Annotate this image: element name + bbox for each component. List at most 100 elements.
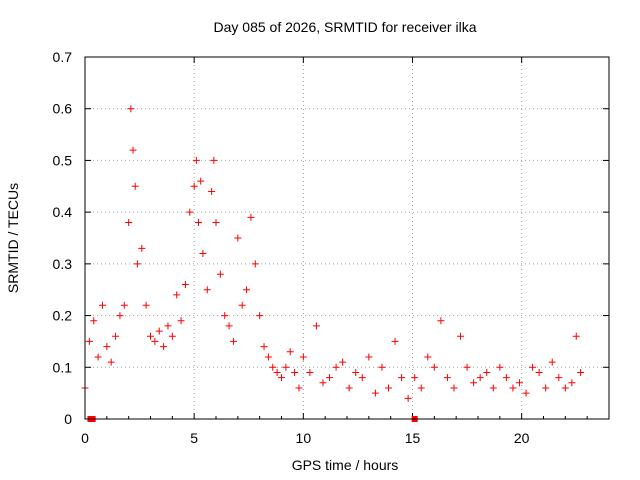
x-tick-label: 5 xyxy=(190,430,198,446)
data-point xyxy=(496,363,504,371)
data-point xyxy=(173,291,181,299)
x-tick-label: 15 xyxy=(405,430,421,446)
data-point xyxy=(384,384,392,392)
data-point xyxy=(120,301,128,309)
data-point xyxy=(476,374,484,382)
data-point xyxy=(295,384,303,392)
data-points xyxy=(81,105,585,422)
data-point xyxy=(548,358,556,366)
y-tick-label: 0.7 xyxy=(53,49,73,65)
data-point xyxy=(210,156,218,164)
y-tick-label: 0 xyxy=(64,411,72,427)
y-tick-label: 0.3 xyxy=(53,256,73,272)
data-point xyxy=(411,374,419,382)
data-point xyxy=(131,182,139,190)
data-point xyxy=(216,270,224,278)
data-point xyxy=(234,234,242,242)
data-point xyxy=(85,337,93,345)
tick-layer: 0 0.1 0.2 0.3 0.4 0.5 0.6 0.7 0 5 10 15 20 xyxy=(53,49,609,446)
data-point xyxy=(371,389,379,397)
y-tick-label: 0.6 xyxy=(53,101,73,117)
data-point xyxy=(278,374,285,382)
data-point xyxy=(195,218,203,226)
data-point xyxy=(463,363,471,371)
data-point xyxy=(212,218,220,226)
data-point xyxy=(229,337,237,345)
data-point xyxy=(489,384,497,392)
data-point xyxy=(264,353,272,361)
data-point xyxy=(138,244,146,252)
grid-layer xyxy=(85,57,609,419)
data-point xyxy=(542,384,550,392)
data-point xyxy=(251,260,259,268)
data-point xyxy=(103,343,111,351)
data-point xyxy=(470,379,478,387)
y-tick-label: 0.4 xyxy=(53,204,73,220)
data-point xyxy=(129,146,137,154)
data-point xyxy=(339,358,347,366)
data-point xyxy=(398,374,406,382)
y-tick-label: 0.2 xyxy=(53,308,73,324)
data-point xyxy=(98,301,106,309)
data-point xyxy=(352,368,360,376)
data-point xyxy=(404,394,412,402)
data-point xyxy=(269,363,277,371)
data-point xyxy=(151,337,159,345)
x-tick-label: 20 xyxy=(514,430,530,446)
data-point xyxy=(417,384,425,392)
data-point xyxy=(577,368,585,376)
data-point xyxy=(112,332,120,340)
y-axis-label: SRMTID / TECUs xyxy=(5,183,21,293)
data-point xyxy=(522,389,530,397)
data-point xyxy=(378,363,386,371)
data-point xyxy=(345,384,353,392)
data-point xyxy=(203,286,211,294)
x-tick-label: 0 xyxy=(81,430,89,446)
data-point xyxy=(177,317,185,325)
plot-frame xyxy=(84,56,610,420)
data-point xyxy=(483,368,491,376)
data-point xyxy=(90,317,98,325)
data-point xyxy=(208,187,216,195)
data-point xyxy=(199,250,207,258)
data-point xyxy=(256,312,264,320)
data-point xyxy=(572,332,580,340)
data-point xyxy=(282,363,290,371)
data-point xyxy=(332,363,340,371)
data-point xyxy=(535,368,543,376)
data-point xyxy=(127,105,135,113)
data-point xyxy=(450,384,458,392)
data-point xyxy=(192,156,200,164)
data-point xyxy=(197,177,205,185)
data-point xyxy=(168,332,176,340)
data-point xyxy=(221,312,229,320)
data-point xyxy=(243,286,251,294)
data-point xyxy=(147,332,154,340)
y-tick-label: 0.1 xyxy=(53,359,73,375)
data-point xyxy=(133,260,141,268)
data-point xyxy=(273,368,281,376)
data-point xyxy=(238,301,246,309)
data-point xyxy=(529,363,537,371)
data-point xyxy=(437,317,445,325)
data-point xyxy=(155,327,163,335)
data-point xyxy=(424,353,432,361)
data-point xyxy=(225,322,233,330)
data-point xyxy=(502,374,510,382)
data-point xyxy=(555,374,563,382)
data-point xyxy=(107,358,115,366)
data-point xyxy=(286,348,294,356)
data-point xyxy=(443,374,451,382)
data-point xyxy=(430,363,438,371)
data-point xyxy=(116,312,124,320)
data-point xyxy=(160,343,168,351)
chart-title: Day 085 of 2026, SRMTID for receiver ilk… xyxy=(214,19,477,35)
x-tick-label: 10 xyxy=(296,430,312,446)
data-point xyxy=(509,384,517,392)
data-point xyxy=(164,322,172,330)
data-point xyxy=(181,281,189,289)
data-point xyxy=(365,353,373,361)
data-point xyxy=(568,379,576,387)
x-axis-label: GPS time / hours xyxy=(292,457,399,473)
